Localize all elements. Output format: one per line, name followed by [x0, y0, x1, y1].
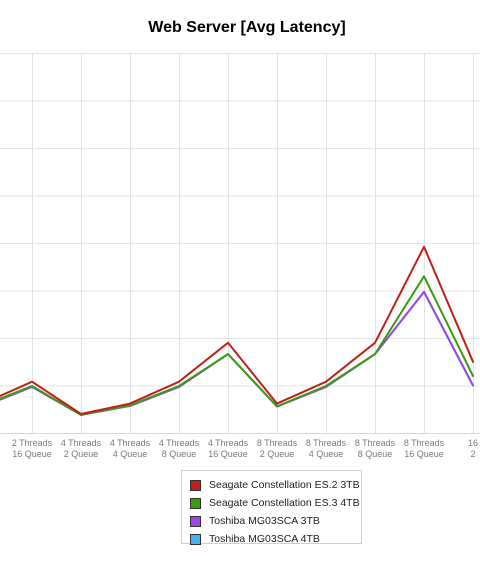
grid-layer	[0, 53, 480, 434]
x-tick-label: 8 Threads	[306, 438, 347, 448]
x-tick-label: 2 Queue	[260, 449, 295, 459]
x-tick-label: 4 Queue	[113, 449, 148, 459]
legend-label: Toshiba MG03SCA 3TB	[209, 515, 320, 527]
legend-item[interactable]: Seagate Constellation ES.2 3TB	[190, 478, 360, 492]
x-tick-label: 4 Queue	[309, 449, 344, 459]
legend-label: Toshiba MG03SCA 4TB	[209, 533, 320, 545]
chart-title: Web Server [Avg Latency]	[148, 19, 346, 36]
legend-swatch	[190, 497, 201, 509]
legend-label: Seagate Constellation ES.3 4TB	[209, 497, 360, 509]
x-tick-label: 4 Threads	[208, 438, 249, 448]
legend: Seagate Constellation ES.2 3TB Seagate Co…	[181, 470, 362, 546]
x-tick-label: 4 Threads	[61, 438, 102, 448]
x-tick-label: 2	[470, 449, 475, 459]
x-tick-label: 16	[468, 438, 478, 448]
legend-swatch	[190, 533, 201, 545]
legend-item[interactable]: Toshiba MG03SCA 3TB	[190, 514, 320, 528]
x-tick-label: 8 Threads	[257, 438, 298, 448]
legend-swatch	[190, 479, 201, 491]
series-line-seagate-constellation-es-2-3tb	[0, 245, 474, 415]
legend-item[interactable]: Seagate Constellation ES.3 4TB	[190, 496, 360, 510]
x-tick-label: 4 Threads	[159, 438, 200, 448]
x-tick-label: 8 Threads	[355, 438, 396, 448]
legend-label: Seagate Constellation ES.2 3TB	[209, 479, 360, 491]
series-layer	[0, 245, 474, 416]
x-tick-label: 16 Queue	[12, 449, 52, 459]
x-tick-label: 2 Threads	[12, 438, 53, 448]
x-tick-label: 8 Threads	[404, 438, 445, 448]
legend-swatch	[190, 515, 201, 527]
x-tick-label: 16 Queue	[404, 449, 444, 459]
x-tick-label: 8 Queue	[162, 449, 197, 459]
series-line-seagate-constellation-es-3-4tb	[0, 275, 474, 416]
x-tick-label: 8 Queue	[358, 449, 393, 459]
x-tick-label: 4 Threads	[110, 438, 151, 448]
legend-item[interactable]: Toshiba MG03SCA 4TB	[190, 532, 320, 546]
x-tick-label: 2 Queue	[64, 449, 99, 459]
x-tick-label: 16 Queue	[208, 449, 248, 459]
